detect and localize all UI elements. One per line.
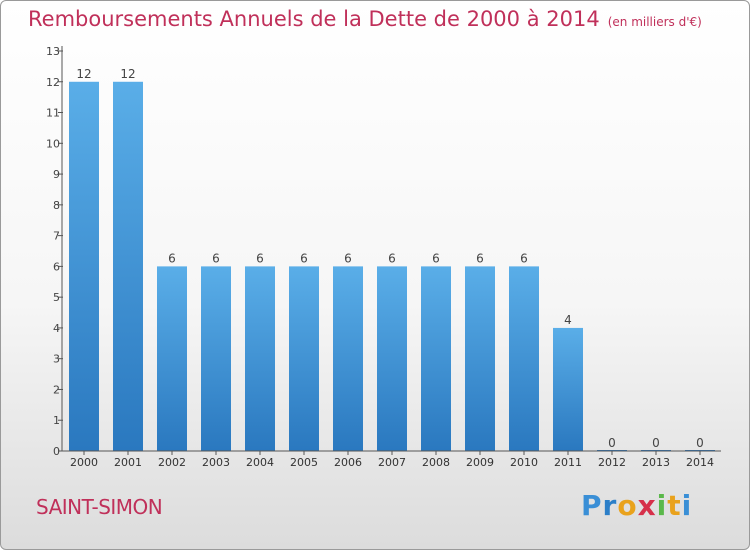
bar bbox=[289, 266, 319, 451]
logo-letter: t bbox=[667, 489, 682, 522]
y-tick-label: 3 bbox=[53, 353, 60, 366]
x-tick-label: 2013 bbox=[642, 456, 670, 469]
y-tick-label: 8 bbox=[53, 199, 60, 212]
logo-letter: P bbox=[581, 489, 603, 522]
bar-value-label: 12 bbox=[76, 67, 91, 81]
bar-value-label: 4 bbox=[564, 313, 572, 327]
bar-value-label: 6 bbox=[520, 251, 528, 265]
y-tick-label: 0 bbox=[53, 445, 60, 458]
logo-letter: i bbox=[656, 489, 668, 522]
x-tick-label: 2003 bbox=[202, 456, 230, 469]
x-tick-label: 2001 bbox=[114, 456, 142, 469]
city-name: SAINT-SIMON bbox=[36, 495, 163, 519]
x-tick-label: 2012 bbox=[598, 456, 626, 469]
x-tick-label: 2004 bbox=[246, 456, 274, 469]
y-tick-label: 1 bbox=[53, 414, 60, 427]
x-tick-label: 2011 bbox=[554, 456, 582, 469]
logo-letter: x bbox=[637, 489, 657, 522]
bar bbox=[509, 266, 539, 451]
bar bbox=[113, 81, 143, 452]
x-tick-label: 2006 bbox=[334, 456, 362, 469]
y-tick-label: 13 bbox=[46, 45, 60, 58]
bar-value-label: 6 bbox=[476, 251, 484, 265]
y-tick-label: 6 bbox=[53, 260, 60, 273]
y-tick-label: 10 bbox=[46, 137, 60, 150]
logo-letter: o bbox=[617, 489, 638, 522]
bar bbox=[157, 266, 187, 451]
x-tick-label: 2008 bbox=[422, 456, 450, 469]
y-tick-label: 9 bbox=[53, 168, 60, 181]
x-tick-label: 2009 bbox=[466, 456, 494, 469]
y-tick-label: 4 bbox=[53, 322, 60, 335]
y-tick-label: 5 bbox=[53, 291, 60, 304]
bar-value-label: 12 bbox=[120, 67, 135, 81]
chart-subtitle: (en milliers d'€) bbox=[607, 15, 702, 29]
bar-value-label: 0 bbox=[608, 436, 616, 450]
bar bbox=[421, 266, 451, 451]
bar-value-label: 6 bbox=[212, 251, 220, 265]
bar-value-label: 0 bbox=[696, 436, 704, 450]
bar-value-label: 6 bbox=[344, 251, 352, 265]
bar bbox=[465, 266, 495, 451]
chart-title: Remboursements Annuels de la Dette de 20… bbox=[28, 7, 702, 31]
bar bbox=[245, 266, 275, 451]
chart-title-text: Remboursements Annuels de la Dette de 20… bbox=[28, 7, 600, 31]
bar bbox=[333, 266, 363, 451]
x-tick-label: 2010 bbox=[510, 456, 538, 469]
logo-letter: r bbox=[602, 489, 618, 522]
proxiti-logo: Proxiti bbox=[581, 489, 692, 522]
y-tick-label: 2 bbox=[53, 383, 60, 396]
bar bbox=[69, 81, 99, 452]
bar-value-label: 0 bbox=[652, 436, 660, 450]
x-tick-label: 2007 bbox=[378, 456, 406, 469]
logo-letter: i bbox=[681, 489, 693, 522]
bar bbox=[553, 327, 583, 451]
bar-value-label: 6 bbox=[168, 251, 176, 265]
x-tick-label: 2002 bbox=[158, 456, 186, 469]
bar-value-label: 6 bbox=[256, 251, 264, 265]
bar-value-label: 6 bbox=[432, 251, 440, 265]
y-tick-label: 7 bbox=[53, 230, 60, 243]
x-tick-label: 2005 bbox=[290, 456, 318, 469]
bar-value-label: 6 bbox=[300, 251, 308, 265]
y-tick-label: 11 bbox=[46, 107, 60, 120]
x-tick-label: 2014 bbox=[686, 456, 714, 469]
bar-value-label: 6 bbox=[388, 251, 396, 265]
bar bbox=[377, 266, 407, 451]
y-tick-label: 12 bbox=[46, 76, 60, 89]
bar bbox=[201, 266, 231, 451]
x-tick-label: 2000 bbox=[70, 456, 98, 469]
